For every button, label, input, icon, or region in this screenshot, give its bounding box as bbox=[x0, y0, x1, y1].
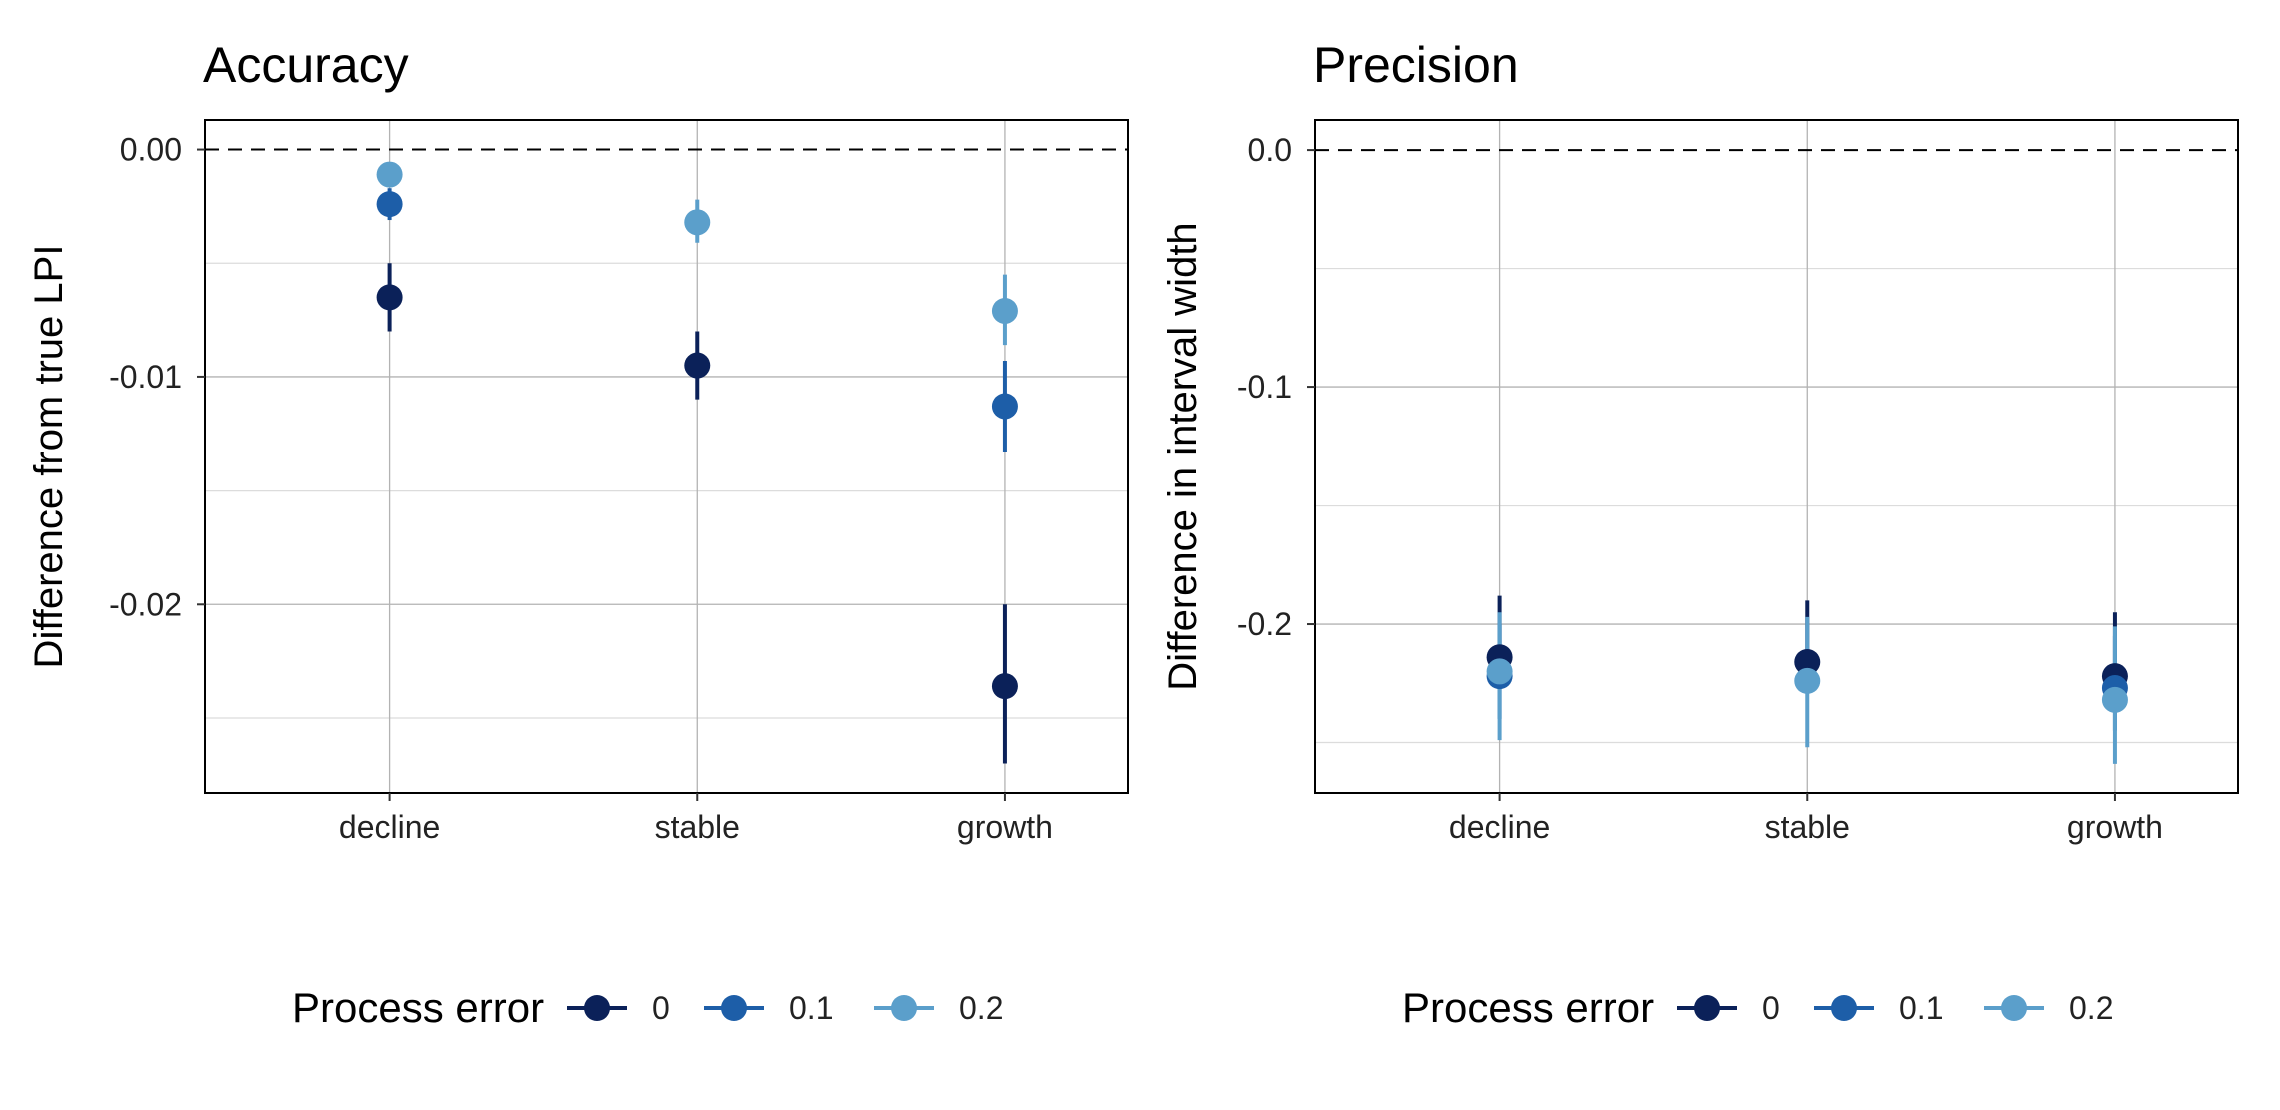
legend-label: 0 bbox=[652, 990, 670, 1026]
y-tick-label: -0.2 bbox=[1237, 606, 1292, 642]
legend-label: 0.2 bbox=[2069, 990, 2113, 1026]
x-tick-label: decline bbox=[339, 809, 440, 845]
y-tick-label: -0.1 bbox=[1237, 369, 1292, 405]
legend-key-point bbox=[721, 995, 747, 1021]
x-tick-label: decline bbox=[1449, 809, 1550, 845]
y-axis-title: Difference from true LPI bbox=[27, 245, 71, 669]
x-tick-label: stable bbox=[655, 809, 740, 845]
data-point bbox=[991, 673, 1018, 700]
legend-key-point bbox=[1694, 995, 1720, 1021]
legend-label: 0.1 bbox=[1899, 990, 1943, 1026]
legend: Process error 0 0.1 0.2 bbox=[292, 984, 1003, 1031]
data-point bbox=[684, 209, 711, 236]
y-tick-label: -0.02 bbox=[109, 586, 182, 622]
data-point bbox=[376, 284, 403, 311]
y-axis-title: Difference in interval width bbox=[1161, 222, 1205, 690]
data-point bbox=[1794, 667, 1821, 694]
x-tick-label: growth bbox=[957, 809, 1053, 845]
data-point bbox=[991, 297, 1018, 324]
legend-key-point bbox=[2001, 995, 2027, 1021]
data-point bbox=[684, 352, 711, 379]
x-tick-label: growth bbox=[2067, 809, 2163, 845]
y-tick-label: 0.0 bbox=[1248, 132, 1292, 168]
x-tick-label: stable bbox=[1765, 809, 1850, 845]
legend: Process error 0 0.1 0.2 bbox=[1402, 984, 2113, 1031]
legend-label: 0.2 bbox=[959, 990, 1003, 1026]
data-point bbox=[1486, 658, 1513, 685]
panel-title: Precision bbox=[1313, 37, 1519, 93]
legend-key-point bbox=[891, 995, 917, 1021]
legend-key-point bbox=[584, 995, 610, 1021]
y-tick-label: -0.01 bbox=[109, 359, 182, 395]
y-tick-label: 0.00 bbox=[120, 132, 182, 168]
panel-title: Accuracy bbox=[203, 37, 409, 93]
data-point bbox=[2101, 686, 2128, 713]
legend-title: Process error bbox=[1402, 984, 1654, 1031]
data-point bbox=[376, 161, 403, 188]
panel-border bbox=[1314, 119, 2239, 794]
data-point bbox=[376, 191, 403, 218]
panel-border bbox=[204, 119, 1129, 794]
legend-title: Process error bbox=[292, 984, 544, 1031]
legend-label: 0 bbox=[1762, 990, 1780, 1026]
legend-label: 0.1 bbox=[789, 990, 833, 1026]
legend-key-point bbox=[1831, 995, 1857, 1021]
panel-precision: 0.0 -0.1 -0.2 decline stable growth Precision D… bbox=[1161, 37, 2239, 1031]
data-point bbox=[1794, 648, 1821, 675]
panel-accuracy: 0.00 -0.01 -0.02 decline stable growth Accurac… bbox=[27, 37, 1129, 1031]
data-point bbox=[991, 393, 1018, 420]
